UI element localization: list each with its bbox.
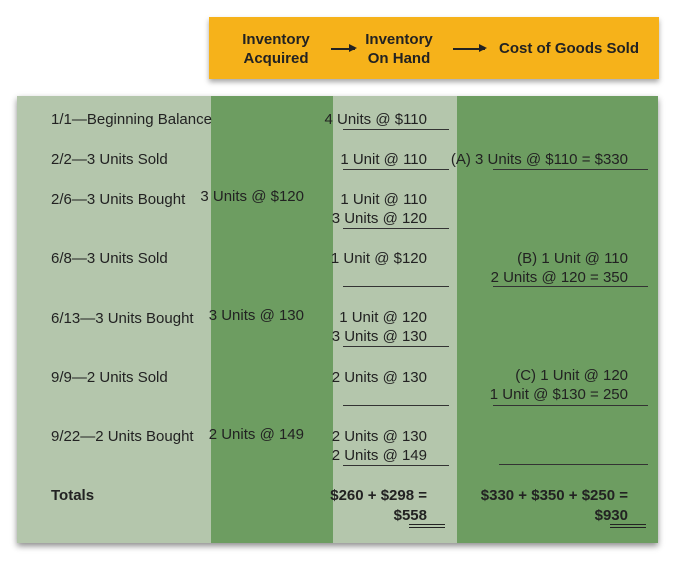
row-label: 9/22—2 Units Bought bbox=[51, 428, 194, 445]
on-hand-value: 1 Unit @ 110 bbox=[340, 151, 427, 168]
row-label: 9/9—2 Units Sold bbox=[51, 369, 168, 386]
cogs-value: 2 Units @ 120 = 350 bbox=[490, 269, 628, 286]
on-hand-value: 2 Units @ 130 bbox=[331, 428, 427, 445]
on-hand-value: 2 Units @ 130 bbox=[331, 369, 427, 386]
underline bbox=[343, 346, 449, 347]
totals-on-hand-expression: $260 + $298 = bbox=[330, 487, 427, 504]
acquired-value: 3 Units @ 130 bbox=[208, 307, 304, 324]
header-inventory-on-hand: Inventory On Hand bbox=[354, 30, 444, 68]
row-label: 6/8—3 Units Sold bbox=[51, 250, 168, 267]
on-hand-value: 4 Units @ $110 bbox=[324, 111, 427, 128]
acquired-value: 3 Units @ $120 bbox=[200, 188, 304, 205]
underline bbox=[343, 169, 449, 170]
column-header-banner: Inventory Acquired Inventory On Hand Cos… bbox=[209, 17, 659, 79]
underline bbox=[493, 286, 648, 287]
header-on-hand-line2: On Hand bbox=[367, 50, 431, 67]
underline bbox=[493, 169, 648, 170]
underline bbox=[493, 405, 648, 406]
header-cost-of-goods-sold: Cost of Goods Sold bbox=[499, 40, 639, 57]
on-hand-value: 3 Units @ 120 bbox=[331, 210, 427, 227]
fifo-perpetual-table: 1/1—Beginning Balance 4 Units @ $110 2/2… bbox=[17, 96, 658, 543]
header-acquired-line2: Acquired bbox=[243, 50, 309, 67]
arrow-right-icon bbox=[331, 45, 357, 51]
cogs-value: (C) 1 Unit @ 120 bbox=[515, 367, 628, 384]
underline bbox=[343, 465, 449, 466]
header-acquired-line1: Inventory bbox=[242, 31, 310, 48]
cogs-value: 1 Unit @ $130 = 250 bbox=[489, 386, 628, 403]
cogs-value: (B) 1 Unit @ 110 bbox=[517, 250, 628, 267]
underline bbox=[343, 405, 449, 406]
row-label: 2/2—3 Units Sold bbox=[51, 151, 168, 168]
row-label: 1/1—Beginning Balance bbox=[51, 111, 212, 128]
totals-on-hand-value: $558 bbox=[393, 507, 427, 524]
on-hand-value: 1 Unit @ $120 bbox=[330, 250, 427, 267]
on-hand-value: 1 Unit @ 110 bbox=[340, 191, 427, 208]
underline bbox=[343, 228, 449, 229]
double-underline bbox=[409, 524, 445, 528]
cogs-value: (A) 3 Units @ $110 = $330 bbox=[450, 151, 628, 168]
on-hand-value: 1 Unit @ 120 bbox=[339, 309, 427, 326]
double-underline bbox=[610, 524, 646, 528]
underline bbox=[343, 129, 449, 130]
column-inventory-on-hand bbox=[333, 96, 457, 543]
header-inventory-acquired: Inventory Acquired bbox=[231, 30, 321, 68]
header-on-hand-line1: Inventory bbox=[365, 31, 433, 48]
acquired-value: 2 Units @ 149 bbox=[208, 426, 304, 443]
column-cost-of-goods-sold bbox=[457, 96, 658, 543]
arrow-right-icon bbox=[453, 45, 487, 51]
row-label: 6/13—3 Units Bought bbox=[51, 310, 194, 327]
on-hand-value: 2 Units @ 149 bbox=[331, 447, 427, 464]
totals-cogs-expression: $330 + $350 + $250 = bbox=[480, 487, 628, 504]
column-transactions bbox=[17, 96, 211, 543]
row-label: 2/6—3 Units Bought bbox=[51, 191, 186, 208]
totals-label: Totals bbox=[51, 487, 95, 504]
totals-cogs-value: $930 bbox=[594, 507, 628, 524]
on-hand-value: 3 Units @ 130 bbox=[331, 328, 427, 345]
underline bbox=[499, 464, 648, 465]
underline bbox=[343, 286, 449, 287]
column-inventory-acquired bbox=[211, 96, 333, 543]
